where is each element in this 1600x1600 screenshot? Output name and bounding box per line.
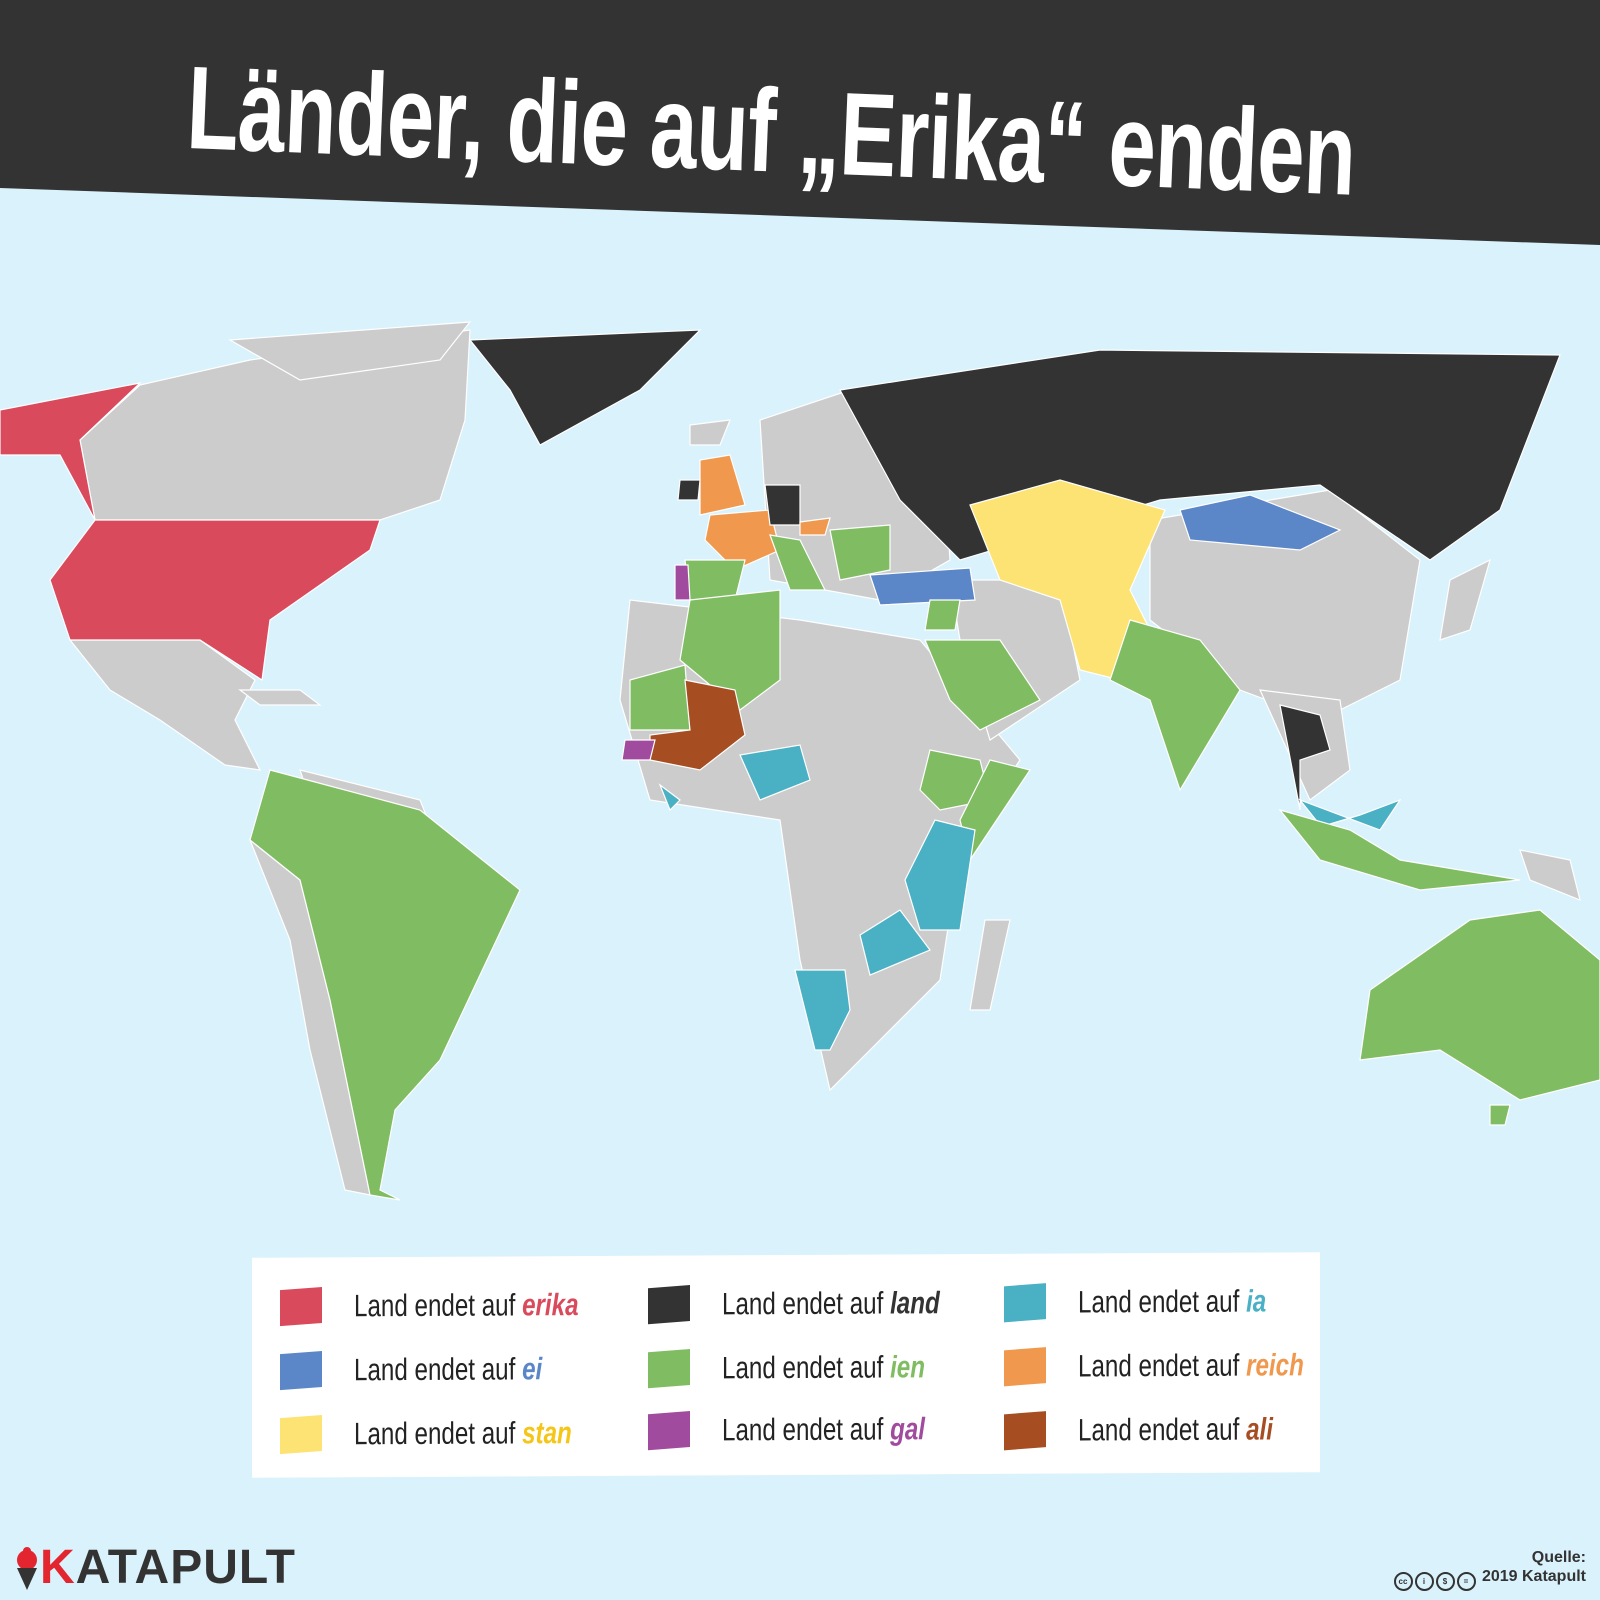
region-caribbean bbox=[238, 689, 322, 706]
region-liberia bbox=[658, 783, 681, 812]
legend-swatch bbox=[1004, 1411, 1046, 1451]
region-france bbox=[704, 509, 781, 571]
region-ireland bbox=[677, 479, 701, 501]
region-thailand bbox=[1279, 704, 1331, 811]
legend-swatch bbox=[648, 1411, 690, 1451]
region-namibia bbox=[794, 969, 851, 1051]
legend: Land endet auf erika Land endet auf land… bbox=[252, 1252, 1320, 1478]
region-uk bbox=[699, 454, 746, 516]
legend-item-ei: Land endet auf ei bbox=[280, 1344, 595, 1396]
nc-icon: $ bbox=[1435, 1572, 1455, 1591]
legend-swatch bbox=[280, 1414, 322, 1455]
region-png bbox=[1519, 849, 1581, 901]
region-turkey bbox=[869, 567, 976, 606]
region-indonesia bbox=[1278, 808, 1521, 891]
region-syria bbox=[924, 599, 961, 631]
region-tasmania bbox=[1489, 1104, 1511, 1126]
by-icon: i bbox=[1414, 1572, 1434, 1591]
region-saudi bbox=[924, 639, 1041, 731]
region-australia bbox=[1359, 909, 1600, 1101]
legend-item-ia: Land endet auf ia bbox=[1004, 1276, 1319, 1328]
region-spain bbox=[684, 559, 746, 601]
legend-swatch bbox=[648, 1285, 690, 1325]
cc-icon: cc bbox=[1393, 1572, 1413, 1591]
region-usa bbox=[49, 519, 381, 682]
legend-item-stan: Land endet auf stan bbox=[280, 1408, 633, 1460]
region-south-america-ien bbox=[249, 769, 521, 1201]
region-mali bbox=[649, 679, 746, 771]
legend-swatch bbox=[280, 1286, 322, 1327]
region-mongolia bbox=[1179, 494, 1342, 551]
legend-swatch bbox=[1004, 1347, 1046, 1387]
legend-item-land: Land endet auf land bbox=[648, 1278, 1001, 1330]
legend-item-ali: Land endet auf ali bbox=[1004, 1404, 1328, 1456]
region-balkans bbox=[829, 524, 891, 581]
region-greenland bbox=[468, 329, 702, 446]
region-zambia bbox=[859, 909, 931, 976]
region-kenya-tanzania bbox=[904, 819, 976, 931]
legend-swatch bbox=[280, 1350, 322, 1391]
region-italy bbox=[769, 534, 826, 591]
legend-item-ien: Land endet auf ien bbox=[648, 1342, 982, 1394]
legend-item-gal: Land endet auf gal bbox=[648, 1404, 982, 1456]
region-iceland bbox=[689, 419, 731, 446]
region-austria bbox=[799, 517, 831, 536]
region-germany bbox=[764, 484, 801, 526]
nd-icon: = bbox=[1456, 1572, 1476, 1591]
region-nigeria bbox=[739, 744, 811, 801]
legend-item-erika: Land endet auf erika bbox=[280, 1280, 642, 1332]
region-mexico-central-america bbox=[68, 639, 262, 771]
katapult-logo: KATAPULT bbox=[14, 1540, 296, 1595]
legend-swatch bbox=[648, 1349, 690, 1389]
region-portugal bbox=[674, 564, 691, 601]
region-senegal bbox=[621, 739, 656, 761]
title-banner bbox=[0, 0, 1600, 245]
ice-cream-cone-icon bbox=[17, 1546, 37, 1590]
region-japan bbox=[1439, 558, 1491, 641]
region-madagascar bbox=[969, 919, 1011, 1011]
region-arctic-islands bbox=[228, 321, 472, 381]
legend-item-reich: Land endet auf reich bbox=[1004, 1340, 1368, 1392]
region-india bbox=[1109, 619, 1241, 792]
source-credit: Quelle: cc i $ = 2019 Katapult bbox=[1393, 1548, 1586, 1591]
legend-swatch bbox=[1004, 1283, 1046, 1323]
region-algeria bbox=[679, 589, 781, 711]
